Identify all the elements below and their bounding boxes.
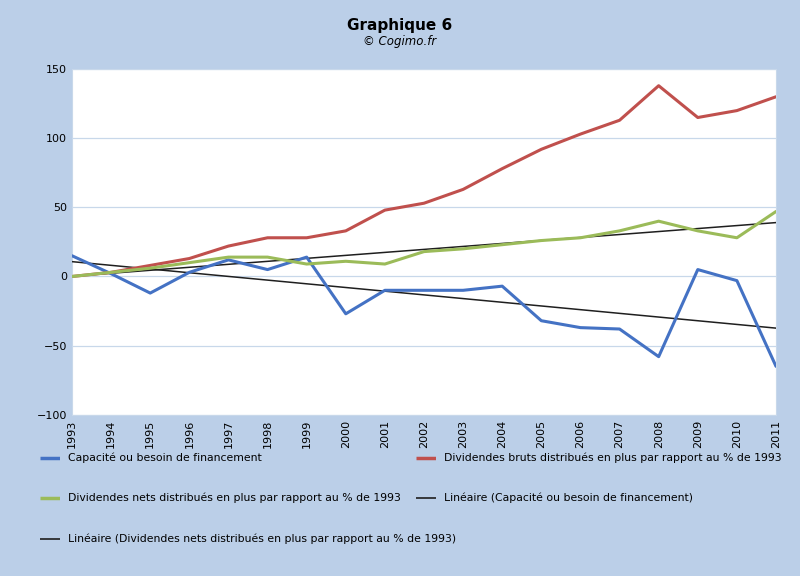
- Text: Dividendes nets distribués en plus par rapport au % de 1993: Dividendes nets distribués en plus par r…: [68, 493, 401, 503]
- Text: Dividendes bruts distribués en plus par rapport au % de 1993: Dividendes bruts distribués en plus par …: [444, 453, 782, 463]
- Text: © Cogimo.fr: © Cogimo.fr: [363, 35, 437, 48]
- Text: Graphique 6: Graphique 6: [347, 18, 453, 33]
- Text: Linéaire (Dividendes nets distribués en plus par rapport au % de 1993): Linéaire (Dividendes nets distribués en …: [68, 533, 456, 544]
- Text: Capacité ou besoin de financement: Capacité ou besoin de financement: [68, 453, 262, 463]
- Text: Linéaire (Capacité ou besoin de financement): Linéaire (Capacité ou besoin de financem…: [444, 493, 693, 503]
